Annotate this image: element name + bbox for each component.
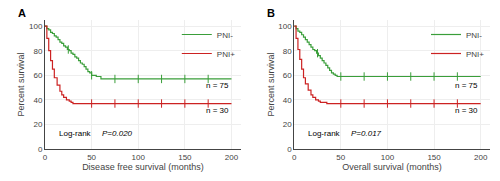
svg-text:Percent survival: Percent survival bbox=[266, 52, 276, 116]
svg-text:Log-rank: Log-rank bbox=[308, 129, 341, 138]
svg-text:0: 0 bbox=[287, 145, 292, 154]
svg-text:200: 200 bbox=[225, 153, 239, 162]
svg-text:Disease free survival (months): Disease free survival (months) bbox=[82, 162, 204, 172]
svg-text:PNI-: PNI- bbox=[466, 31, 482, 40]
svg-text:50: 50 bbox=[336, 153, 345, 162]
svg-text:0: 0 bbox=[38, 145, 43, 154]
svg-text:0: 0 bbox=[292, 153, 297, 162]
svg-text:100: 100 bbox=[381, 153, 395, 162]
svg-text:150: 150 bbox=[427, 153, 441, 162]
svg-text:60: 60 bbox=[33, 71, 42, 80]
svg-text:Log-rank: Log-rank bbox=[59, 129, 92, 138]
svg-text:PNI+: PNI+ bbox=[466, 50, 484, 59]
svg-text:100: 100 bbox=[278, 22, 292, 31]
svg-text:200: 200 bbox=[474, 153, 488, 162]
svg-text:n = 30: n = 30 bbox=[455, 106, 478, 115]
svg-text:80: 80 bbox=[283, 47, 292, 56]
svg-text:20: 20 bbox=[33, 120, 42, 129]
svg-text:n = 75: n = 75 bbox=[455, 81, 478, 90]
svg-text:40: 40 bbox=[33, 96, 42, 105]
svg-text:0: 0 bbox=[43, 153, 48, 162]
svg-text:150: 150 bbox=[178, 153, 192, 162]
svg-text:40: 40 bbox=[283, 96, 292, 105]
svg-text:50: 50 bbox=[87, 153, 96, 162]
svg-text:20: 20 bbox=[283, 120, 292, 129]
svg-text:100: 100 bbox=[29, 22, 43, 31]
svg-text:A: A bbox=[18, 7, 26, 19]
svg-text:n = 30: n = 30 bbox=[206, 106, 229, 115]
svg-text:PNI-: PNI- bbox=[217, 31, 233, 40]
svg-text:Percent survival: Percent survival bbox=[16, 52, 26, 116]
svg-text:P=0.017: P=0.017 bbox=[351, 129, 382, 138]
svg-text:B: B bbox=[267, 7, 275, 19]
svg-text:PNI+: PNI+ bbox=[217, 50, 235, 59]
svg-text:P=0.020: P=0.020 bbox=[102, 129, 133, 138]
svg-text:60: 60 bbox=[283, 71, 292, 80]
svg-text:80: 80 bbox=[33, 47, 42, 56]
svg-text:n = 75: n = 75 bbox=[206, 81, 229, 90]
svg-text:100: 100 bbox=[132, 153, 146, 162]
svg-text:Overall survival (months): Overall survival (months) bbox=[342, 162, 442, 172]
